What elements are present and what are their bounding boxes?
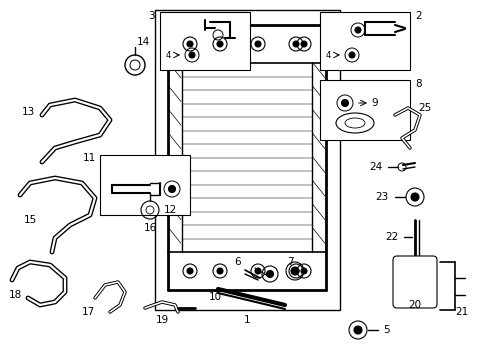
Text: 13: 13 [21,107,35,117]
Circle shape [254,268,261,274]
Circle shape [266,270,273,278]
Circle shape [186,268,193,274]
Circle shape [168,185,175,193]
Text: 4: 4 [165,50,170,59]
Circle shape [254,41,261,47]
Circle shape [354,27,360,33]
Text: 21: 21 [454,307,468,317]
Text: 5: 5 [382,325,389,335]
Bar [155,10,339,310]
Text: 16: 16 [143,223,156,233]
Bar [100,155,190,215]
Circle shape [410,193,418,201]
Bar [319,12,409,70]
Text: 8: 8 [414,79,421,89]
Bar [319,80,409,140]
Text: 9: 9 [371,98,378,108]
Circle shape [301,41,306,47]
FancyBboxPatch shape [392,256,436,308]
Circle shape [217,41,223,47]
Bar [160,12,249,70]
Text: 23: 23 [374,192,387,202]
Text: 6: 6 [234,257,241,267]
Text: 18: 18 [8,290,21,300]
Circle shape [353,326,361,334]
Text: 11: 11 [82,153,96,163]
Text: 19: 19 [155,315,168,325]
Text: 2: 2 [414,11,421,21]
Text: 15: 15 [23,215,37,225]
Text: 10: 10 [208,292,221,302]
Circle shape [290,267,298,275]
Text: 1: 1 [243,315,250,325]
Text: 14: 14 [136,37,149,47]
Circle shape [341,99,348,107]
Circle shape [189,52,195,58]
Text: 17: 17 [81,307,95,317]
Text: 7: 7 [286,257,293,267]
Text: 24: 24 [368,162,381,172]
Circle shape [301,268,306,274]
Text: 22: 22 [384,232,397,242]
Text: 25: 25 [418,103,431,113]
Text: 20: 20 [407,300,421,310]
Circle shape [186,41,193,47]
Text: 4: 4 [325,50,330,59]
Text: 3: 3 [148,11,155,21]
Circle shape [292,41,298,47]
Circle shape [217,268,223,274]
Circle shape [348,52,354,58]
Text: 12: 12 [163,205,176,215]
Circle shape [292,268,298,274]
